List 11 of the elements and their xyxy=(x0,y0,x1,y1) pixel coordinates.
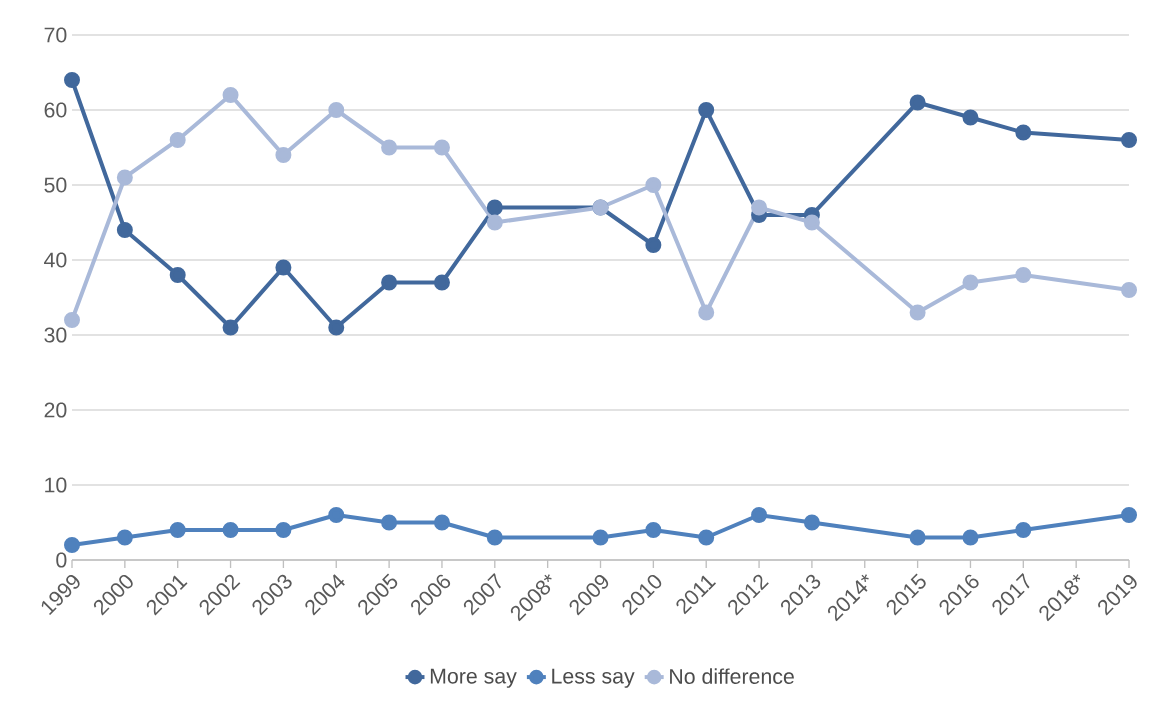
y-tick-label: 70 xyxy=(44,27,67,43)
legend-label: No difference xyxy=(670,668,794,685)
legend-label: Less say xyxy=(552,668,635,688)
y-tick-label: 50 xyxy=(44,177,67,193)
y-tick-label: 0 xyxy=(56,552,67,568)
y-tick-label: 40 xyxy=(44,252,67,268)
y-tick-label: 30 xyxy=(44,327,67,343)
legend-label: More say xyxy=(430,668,517,688)
y-tick-label: 10 xyxy=(45,477,67,493)
y-tick-label: 20 xyxy=(44,402,67,418)
y-tick-label: 60 xyxy=(44,102,67,118)
